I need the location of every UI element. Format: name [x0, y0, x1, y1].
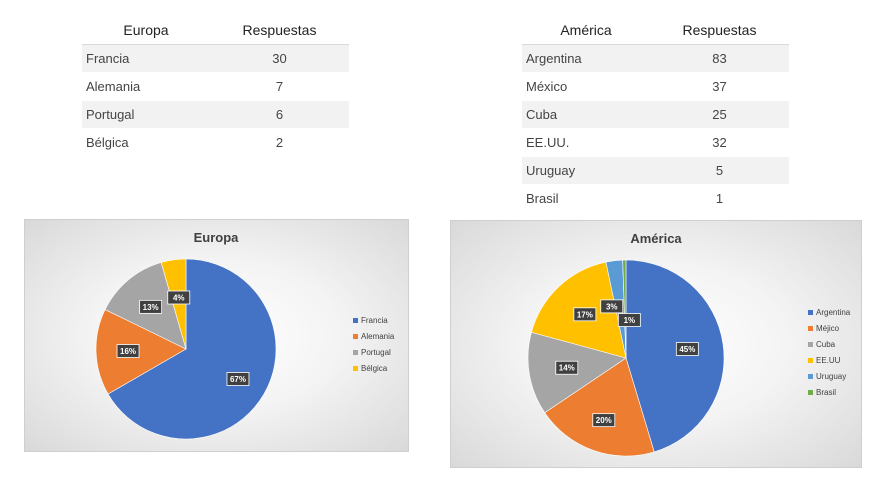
responses-cell: 2	[210, 128, 349, 157]
legend-swatch	[808, 358, 813, 363]
legend-label: Francia	[361, 316, 388, 325]
country-cell: Francia	[82, 44, 210, 73]
legend-item: Francia	[353, 316, 388, 325]
data-label-text: 17%	[577, 310, 593, 319]
legend-label: Alemania	[361, 332, 395, 341]
table-header-row: Europa Respuestas	[82, 16, 349, 45]
legend-label: Bélgica	[361, 364, 388, 373]
table-row: EE.UU. 32	[522, 128, 789, 157]
column-header-region: América	[522, 16, 650, 45]
legend-swatch	[808, 390, 813, 395]
table-row: Portugal 6	[82, 100, 349, 129]
legend-item: Alemania	[353, 332, 395, 341]
responses-cell: 6	[210, 100, 349, 129]
legend-label: Méjico	[816, 324, 840, 333]
table-row: Bélgica 2	[82, 128, 349, 157]
table-header-row: América Respuestas	[522, 16, 789, 45]
data-label-text: 20%	[596, 416, 612, 425]
table-row: Francia 30	[82, 44, 349, 73]
responses-cell: 5	[650, 156, 789, 185]
data-label-text: 13%	[143, 303, 159, 312]
data-label-text: 45%	[679, 345, 695, 354]
europa-table: Europa Respuestas Francia 30 Alemania 7 Po…	[82, 16, 349, 157]
legend-item: Brasil	[808, 388, 836, 397]
pie-slice-alemania	[95, 309, 187, 395]
data-label: 20%	[592, 413, 616, 428]
column-header-region: Europa	[82, 16, 210, 45]
legend-swatch	[808, 310, 813, 315]
legend-swatch	[353, 334, 358, 339]
legend-item: Cuba	[808, 340, 836, 349]
country-cell: Bélgica	[82, 128, 210, 157]
legend-item: Bélgica	[353, 364, 388, 373]
legend-label: Brasil	[816, 388, 836, 397]
legend-label: Argentina	[816, 308, 851, 317]
legend-item: Argentina	[808, 308, 851, 317]
legend-swatch	[808, 342, 813, 347]
country-cell: Cuba	[522, 100, 650, 129]
column-header-respuestas: Respuestas	[650, 16, 789, 45]
country-cell: Argentina	[522, 44, 650, 73]
pie-slice-francia	[107, 258, 277, 440]
legend-label: EE.UU	[816, 356, 841, 365]
legend-label: Cuba	[816, 340, 836, 349]
pie-slice-argentina	[625, 259, 725, 453]
pie-slice-brasil	[622, 259, 627, 359]
responses-cell: 30	[210, 44, 349, 73]
data-label: 4%	[167, 290, 191, 305]
europa-pie-chart: Europa 67% 16% 13% 4% Francia Alemania Portuga…	[24, 219, 409, 452]
data-label-text: 1%	[624, 316, 636, 325]
table-row: Uruguay 5	[522, 156, 789, 185]
chart-title: América	[630, 231, 682, 246]
country-cell: EE.UU.	[522, 128, 650, 157]
legend-swatch	[353, 318, 358, 323]
data-label: 45%	[675, 342, 699, 356]
data-label-text: 16%	[120, 347, 136, 356]
country-cell: Alemania	[82, 72, 210, 101]
legend-item: EE.UU	[808, 356, 841, 365]
country-cell: Uruguay	[522, 156, 650, 185]
responses-cell: 7	[210, 72, 349, 101]
legend-swatch	[808, 374, 813, 379]
country-cell: México	[522, 72, 650, 101]
country-cell: Brasil	[522, 184, 650, 213]
legend-swatch	[808, 326, 813, 331]
legend-label: Portugal	[361, 348, 391, 357]
responses-cell: 83	[650, 44, 789, 73]
country-cell: Portugal	[82, 100, 210, 129]
table-row: México 37	[522, 72, 789, 101]
responses-cell: 32	[650, 128, 789, 157]
table-row: Argentina 83	[522, 44, 789, 73]
data-label-text: 14%	[559, 364, 575, 373]
chart-title: Europa	[194, 230, 240, 245]
legend-swatch	[353, 366, 358, 371]
data-label: 16%	[116, 344, 140, 358]
table-row: Alemania 7	[82, 72, 349, 101]
data-label: 67%	[226, 372, 250, 386]
legend-item: Portugal	[353, 348, 391, 357]
america-table: América Respuestas Argentina 83 México 37 …	[522, 16, 789, 213]
responses-cell: 1	[650, 184, 789, 213]
america-pie-chart: América 45% 20% 14% 17% 3% 1% Argentina Méjico C…	[450, 220, 862, 468]
legend-swatch	[353, 350, 358, 355]
table-row: Cuba 25	[522, 100, 789, 129]
data-label: 3%	[600, 299, 624, 314]
legend-item: Uruguay	[808, 372, 846, 381]
data-label: 1%	[617, 313, 641, 327]
data-label-text: 4%	[173, 294, 185, 303]
data-label: 13%	[139, 299, 163, 314]
legend-item: Méjico	[808, 324, 840, 333]
data-label-text: 3%	[606, 302, 618, 311]
europa-pie-svg: Europa 67% 16% 13% 4% Francia Alemania Portuga…	[95, 230, 395, 440]
america-pie-svg: América 45% 20% 14% 17% 3% 1% Argentina Méjico C…	[527, 231, 851, 457]
data-label-text: 67%	[230, 375, 246, 384]
responses-cell: 25	[650, 100, 789, 129]
data-label: 14%	[555, 360, 579, 375]
data-label: 17%	[573, 307, 597, 322]
column-header-respuestas: Respuestas	[210, 16, 349, 45]
table-row: Brasil 1	[522, 184, 789, 213]
pie-slice-m-jico	[544, 357, 655, 457]
legend-label: Uruguay	[816, 372, 846, 381]
responses-cell: 37	[650, 72, 789, 101]
